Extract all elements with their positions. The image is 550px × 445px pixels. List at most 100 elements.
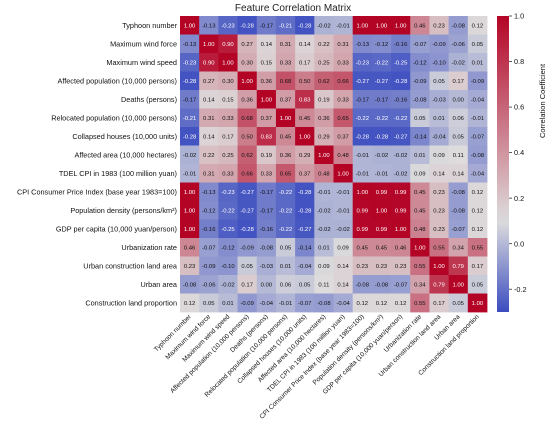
cell-value-label: 0.83 bbox=[261, 134, 273, 140]
cell-value-label: -0.13 bbox=[356, 42, 370, 48]
heatmap-cell bbox=[448, 145, 469, 165]
cell-value-label: -0.27 bbox=[240, 208, 253, 214]
cell-value-label: 1.00 bbox=[337, 171, 349, 177]
heatmap-cell bbox=[352, 71, 373, 91]
colorbar: 1.0 0.8 0.6 0.4 0.2 0.0 -0.2 bbox=[497, 12, 527, 312]
heatmap-cell bbox=[275, 201, 296, 220]
colorbar-tick-label: 0.6 bbox=[514, 103, 524, 112]
heatmap-cell bbox=[256, 201, 277, 220]
cell-value-label: 1.00 bbox=[280, 116, 292, 122]
row-label: Affected area (10,000 hectares) bbox=[75, 150, 178, 159]
cell-value-label: 0.48 bbox=[318, 171, 330, 177]
cell-value-label: -0.12 bbox=[375, 42, 388, 48]
heatmap-cell bbox=[371, 16, 392, 35]
cell-value-label: 0.11 bbox=[453, 153, 464, 159]
heatmap-cell bbox=[429, 108, 450, 128]
cell-value-label: -0.08 bbox=[452, 23, 466, 29]
heatmap-cell bbox=[371, 275, 392, 294]
heatmap-cell bbox=[218, 275, 238, 294]
heatmap-cell bbox=[467, 53, 488, 72]
cell-value-label: 0.36 bbox=[280, 153, 292, 159]
heatmap-cell bbox=[352, 293, 373, 313]
cell-value-label: -0.12 bbox=[202, 208, 215, 214]
heatmap-cell bbox=[448, 256, 469, 276]
cell-value-label: 1.00 bbox=[395, 23, 407, 29]
cell-value-label: -0.17 bbox=[375, 97, 388, 103]
heatmap-cell bbox=[333, 145, 354, 165]
heatmap-cell bbox=[371, 238, 392, 257]
cell-value-label: 0.90 bbox=[222, 42, 234, 48]
heatmap-cell bbox=[467, 201, 488, 220]
heatmap-cell bbox=[429, 201, 450, 220]
heatmap-cell bbox=[448, 71, 469, 91]
cell-value-label: -0.28 bbox=[298, 190, 312, 196]
heatmap-cell bbox=[410, 34, 430, 54]
heatmap-cell bbox=[410, 145, 430, 165]
cell-value-label: -0.01 bbox=[317, 190, 330, 196]
heatmap-cell bbox=[256, 16, 277, 35]
heatmap-cell bbox=[295, 34, 315, 54]
heatmap-cell bbox=[237, 53, 258, 72]
cell-value-label: -0.09 bbox=[202, 264, 215, 270]
heatmap-cell bbox=[410, 275, 430, 294]
cell-value-label: 0.55 bbox=[414, 301, 426, 307]
cell-value-label: 1.00 bbox=[395, 227, 407, 233]
cell-value-label: 0.27 bbox=[203, 79, 214, 85]
heatmap-cell bbox=[314, 71, 334, 91]
cell-value-label: 0.14 bbox=[337, 264, 349, 270]
row-label: Deaths (persons) bbox=[121, 95, 177, 104]
row-label: Maximum wind force bbox=[110, 39, 177, 48]
cell-value-label: -0.01 bbox=[279, 301, 292, 307]
cell-value-label: 0.33 bbox=[337, 97, 349, 103]
cell-value-label: 0.55 bbox=[433, 245, 445, 251]
heatmap-cell bbox=[391, 127, 411, 146]
heatmap-cell bbox=[218, 256, 238, 276]
cell-value-label: 0.05 bbox=[433, 79, 445, 85]
heatmap-cell bbox=[410, 219, 430, 239]
cell-value-label: -0.04 bbox=[471, 97, 485, 103]
cell-value-label: 0.14 bbox=[203, 97, 215, 103]
heatmap-cell bbox=[199, 34, 219, 54]
cell-value-label: -0.04 bbox=[336, 301, 350, 307]
heatmap-cell bbox=[256, 219, 277, 239]
cell-value-label: 0.30 bbox=[241, 60, 253, 66]
heatmap-cell bbox=[314, 53, 334, 72]
heatmap-cell bbox=[391, 90, 411, 109]
cell-value-label: 1.00 bbox=[357, 23, 369, 29]
cell-value-label: 1.00 bbox=[299, 134, 311, 140]
heatmap-cell bbox=[448, 34, 469, 54]
heatmap-cell bbox=[199, 275, 219, 294]
cell-value-label: 0.06 bbox=[452, 116, 464, 122]
heatmap-cell bbox=[410, 53, 430, 72]
heatmap-cell bbox=[180, 34, 200, 54]
cell-value-label: -0.02 bbox=[336, 227, 349, 233]
cell-value-label: 0.36 bbox=[241, 97, 253, 103]
cell-value-label: 0.01 bbox=[472, 60, 483, 66]
heatmap-cell bbox=[352, 219, 373, 239]
row-label: Affected population (10,000 persons) bbox=[57, 76, 177, 85]
cell-value-label: -0.10 bbox=[221, 264, 235, 270]
heatmap-cell bbox=[314, 145, 334, 165]
heatmap-cell bbox=[275, 275, 296, 294]
cell-value-label: -0.28 bbox=[183, 134, 197, 140]
heatmap-cell bbox=[391, 34, 411, 54]
cell-value-label: -0.16 bbox=[202, 227, 216, 233]
cell-value-label: -0.02 bbox=[394, 171, 407, 177]
heatmap-cell bbox=[314, 256, 334, 276]
heatmap-cell bbox=[352, 127, 373, 146]
heatmap-cell bbox=[391, 182, 411, 202]
cell-value-label: 1.00 bbox=[376, 23, 388, 29]
heatmap-cell bbox=[256, 127, 277, 146]
heatmap-cell bbox=[256, 90, 277, 109]
cell-value-label: -0.02 bbox=[452, 60, 465, 66]
column-label: Population density (persons/km²) bbox=[312, 313, 385, 386]
cell-value-label: -0.28 bbox=[183, 79, 197, 85]
cell-value-label: 0.25 bbox=[222, 153, 234, 159]
cell-value-label: -0.28 bbox=[298, 208, 312, 214]
heatmap-cell bbox=[391, 164, 411, 183]
heatmap-cell bbox=[180, 182, 200, 202]
heatmap-cell bbox=[237, 219, 258, 239]
heatmap-cell bbox=[352, 238, 373, 257]
cell-value-label: -0.07 bbox=[394, 282, 407, 288]
heatmap-cell bbox=[218, 201, 238, 220]
